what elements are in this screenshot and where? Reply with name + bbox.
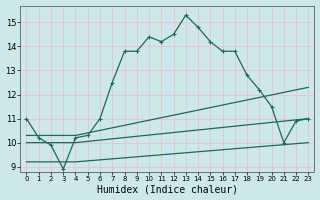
X-axis label: Humidex (Indice chaleur): Humidex (Indice chaleur) — [97, 184, 238, 194]
